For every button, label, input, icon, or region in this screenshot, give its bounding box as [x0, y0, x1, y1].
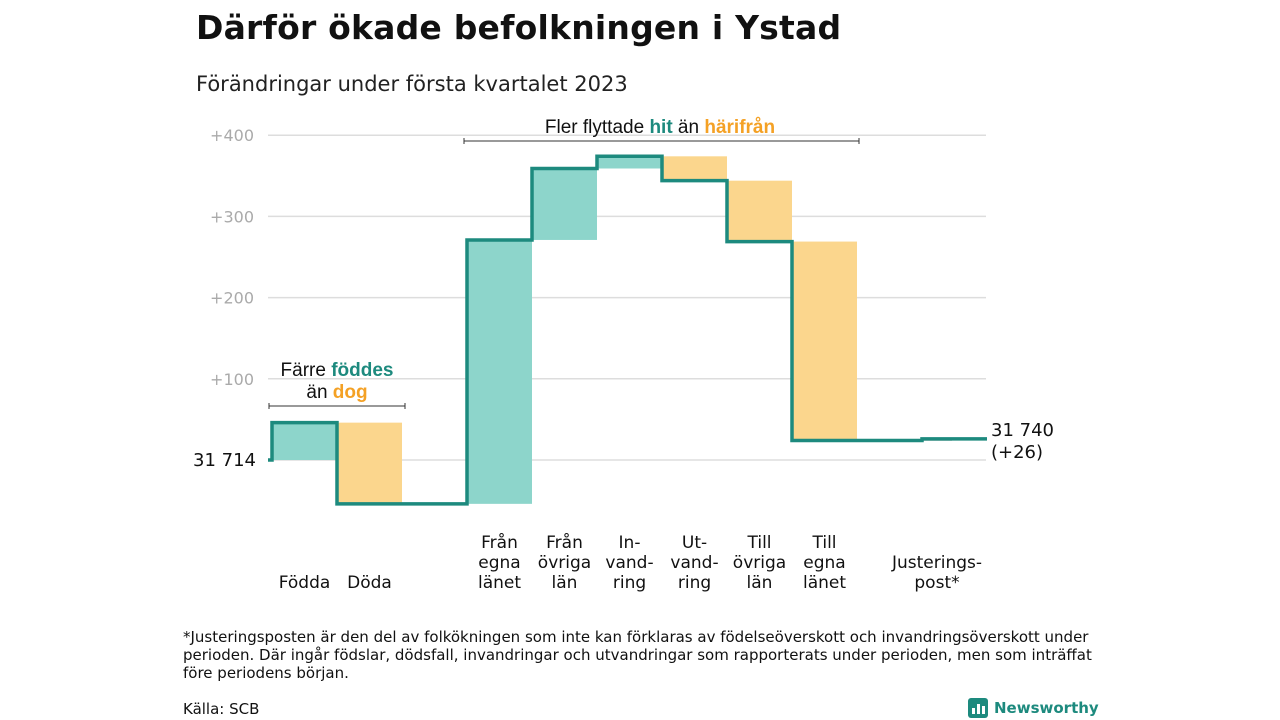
- bar-1: [337, 422, 402, 504]
- y-tick-label: +100: [210, 370, 254, 389]
- category-label: Till: [811, 533, 836, 553]
- category-label: län: [747, 573, 773, 593]
- category-label: länet: [478, 573, 521, 593]
- category-label: vand-: [670, 553, 718, 573]
- category-label: egna: [478, 553, 520, 573]
- annotation-births-bracket: [268, 403, 406, 409]
- category-label: övriga: [733, 553, 786, 573]
- category-label: Till: [746, 533, 771, 553]
- category-label: län: [552, 573, 578, 593]
- bar-3: [532, 168, 597, 240]
- category-label: Från: [546, 532, 583, 553]
- category-label: ring: [613, 573, 646, 593]
- start-value-label: 31 714: [193, 450, 256, 471]
- category-label: Ut-: [682, 533, 707, 553]
- annotation-moves: Fler flyttade hit än härifrån: [545, 117, 775, 138]
- category-label: post*: [914, 573, 959, 593]
- category-label: Döda: [347, 573, 392, 593]
- chart-subtitle: Förändringar under första kvartalet 2023: [196, 72, 628, 96]
- footnote: *Justeringsposten är den del av folkökni…: [183, 628, 1092, 682]
- brand: Newsworthy: [968, 697, 1099, 719]
- cumulative-step-line: [268, 154, 987, 506]
- category-label: Från: [481, 532, 518, 553]
- annotation-moves-bracket: [463, 138, 860, 144]
- y-tick-label: +300: [210, 207, 254, 226]
- bar-4: [597, 156, 662, 169]
- category-label: egna: [803, 553, 845, 573]
- bar-5: [662, 156, 727, 181]
- category-label: ring: [678, 573, 711, 593]
- bar-7: [792, 241, 857, 441]
- y-tick-label: +400: [210, 126, 254, 145]
- category-label: övriga: [538, 553, 591, 573]
- annotation-births-line2: än dog: [306, 382, 367, 403]
- brand-name: Newsworthy: [994, 699, 1099, 717]
- source-note: Källa: SCB: [183, 700, 260, 718]
- end-change-label: (+26): [991, 442, 1043, 463]
- category-label: Justerings-: [891, 553, 982, 573]
- bar-0: [272, 422, 337, 460]
- bar-6: [727, 180, 792, 242]
- chart-title: Därför ökade befolkningen i Ystad: [196, 8, 842, 47]
- bar-2: [467, 239, 532, 504]
- category-label: In-: [619, 533, 641, 553]
- category-label: vand-: [605, 553, 653, 573]
- category-label: länet: [803, 573, 846, 593]
- category-label: Födda: [279, 573, 331, 593]
- annotation-births-line1: Färre föddes: [281, 360, 394, 381]
- end-value-label: 31 740: [991, 420, 1054, 441]
- bar-chart-icon: [968, 698, 988, 718]
- waterfall-chart: +100 +200 +300 +400 31 714 31 740(+26) Födda Dö…: [193, 117, 1054, 593]
- y-tick-label: +200: [210, 289, 254, 308]
